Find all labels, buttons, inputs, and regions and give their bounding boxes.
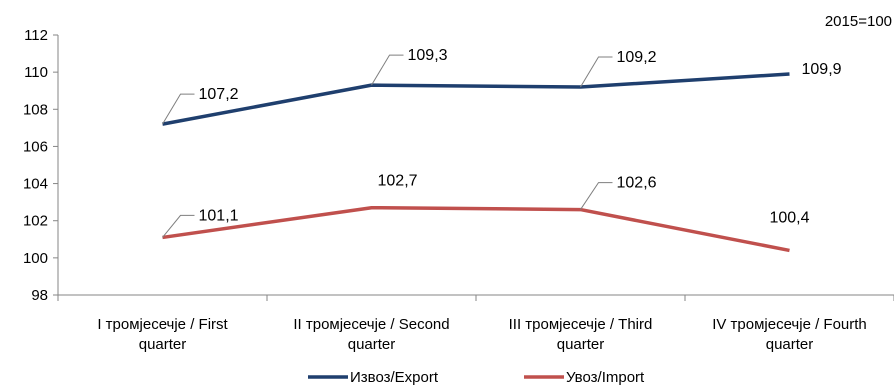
y-tick-label: 100 <box>23 250 48 267</box>
x-tick-label: quarter <box>557 336 605 353</box>
x-tick-label: quarter <box>766 336 814 353</box>
data-label: 101,1 <box>199 207 239 224</box>
data-label-leader <box>162 93 195 125</box>
data-label-leader <box>580 182 613 210</box>
data-label: 109,3 <box>408 47 448 64</box>
data-label: 102,6 <box>617 175 657 192</box>
data-label: 100,4 <box>769 209 809 226</box>
x-tick-label: quarter <box>348 336 396 353</box>
data-label: 107,2 <box>199 86 239 103</box>
legend-label-import: Увоз/Import <box>566 369 645 386</box>
series-layer <box>162 72 790 253</box>
data-label-leader <box>162 214 195 238</box>
base-year-note: 2015=100 <box>825 13 892 30</box>
x-tick-label: IV тромјесечје / Fourth <box>712 316 867 333</box>
legend-label-export: Извоз/Export <box>350 369 439 386</box>
y-tick-label: 104 <box>23 176 48 193</box>
data-label-leader <box>371 54 404 86</box>
y-tick-label: 110 <box>24 64 48 81</box>
y-tick-label: 102 <box>23 213 48 230</box>
y-tick-label: 108 <box>23 101 48 118</box>
data-label: 109,9 <box>802 61 842 78</box>
x-tick-label: III тромјесечје / Third <box>509 316 653 333</box>
data-label: 102,7 <box>378 173 418 190</box>
data-label-leader <box>580 56 613 88</box>
y-tick-label: 106 <box>23 138 48 155</box>
series-line-import <box>162 205 790 253</box>
data-labels-layer: 107,2 109,3 109,2 109,9 101,1 102,7 102,6 100,4 <box>162 47 842 238</box>
axes-layer: 98 100 102 104 106 108 110 112 I тромјесечје / F… <box>23 27 894 353</box>
x-tick-label: I тромјесечје / First <box>97 316 228 333</box>
data-label: 109,2 <box>617 49 657 66</box>
y-tick-label: 98 <box>31 287 48 304</box>
y-tick-label: 112 <box>24 27 48 44</box>
legend: Извоз/Export Увоз/Import <box>308 369 645 386</box>
series-line-export <box>162 72 790 126</box>
x-tick-label: II тромјесечје / Second <box>293 316 449 333</box>
x-tick-label: quarter <box>139 336 187 353</box>
